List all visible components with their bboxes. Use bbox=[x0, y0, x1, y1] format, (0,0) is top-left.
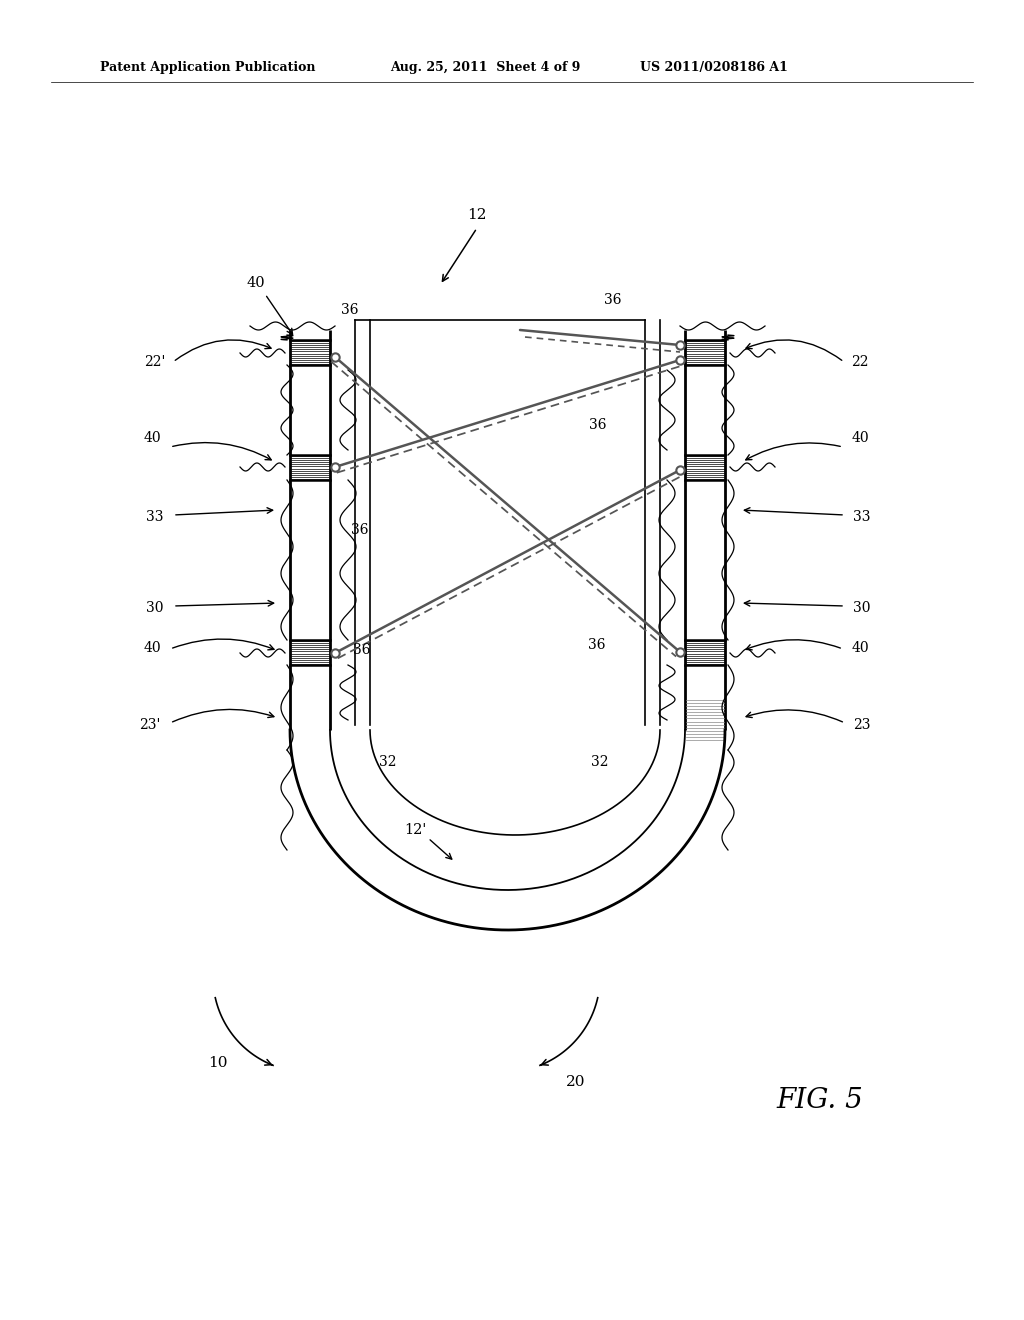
Text: 36: 36 bbox=[604, 293, 622, 308]
Text: 23: 23 bbox=[853, 718, 870, 733]
Text: 36: 36 bbox=[341, 304, 358, 317]
Text: 10: 10 bbox=[208, 1056, 227, 1071]
Text: US 2011/0208186 A1: US 2011/0208186 A1 bbox=[640, 62, 787, 74]
Text: 40: 40 bbox=[143, 642, 161, 655]
Text: 40: 40 bbox=[851, 642, 868, 655]
Text: 32: 32 bbox=[591, 755, 608, 770]
Text: 36: 36 bbox=[353, 643, 371, 657]
Text: 23': 23' bbox=[139, 718, 161, 733]
Text: FIG. 5: FIG. 5 bbox=[776, 1086, 863, 1114]
Text: 33: 33 bbox=[853, 510, 870, 524]
Text: 40: 40 bbox=[247, 276, 265, 290]
Text: Patent Application Publication: Patent Application Publication bbox=[100, 62, 315, 74]
Text: 40: 40 bbox=[143, 432, 161, 445]
Text: 30: 30 bbox=[853, 601, 870, 615]
Text: 12': 12' bbox=[403, 822, 426, 837]
Text: 12: 12 bbox=[467, 209, 486, 222]
Text: 36: 36 bbox=[588, 638, 606, 652]
Text: 32: 32 bbox=[379, 755, 396, 770]
Text: 22': 22' bbox=[144, 355, 166, 370]
Text: 33: 33 bbox=[146, 510, 164, 524]
Text: 22: 22 bbox=[851, 355, 868, 370]
Text: 20: 20 bbox=[566, 1074, 586, 1089]
Text: 36: 36 bbox=[589, 418, 607, 432]
Text: Aug. 25, 2011  Sheet 4 of 9: Aug. 25, 2011 Sheet 4 of 9 bbox=[390, 62, 581, 74]
Text: 36: 36 bbox=[351, 523, 369, 537]
Text: 30: 30 bbox=[146, 601, 164, 615]
Text: 40: 40 bbox=[851, 432, 868, 445]
